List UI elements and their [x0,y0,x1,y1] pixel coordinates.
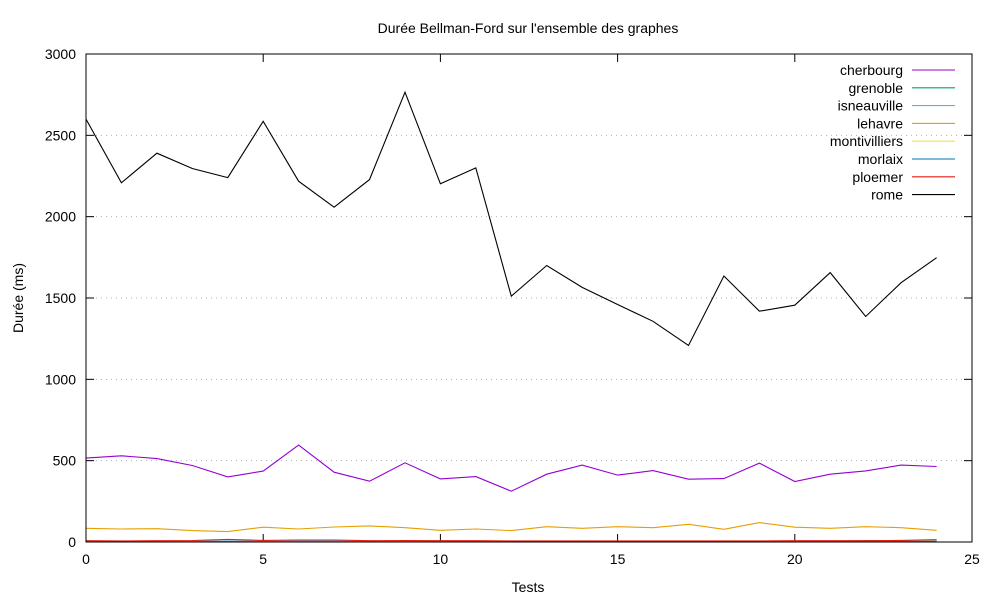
legend-label-isneauville: isneauville [838,98,904,114]
x-axis-ticks: 0 5 10 15 20 25 [82,54,980,567]
legend-label-ploemer: ploemer [852,169,903,185]
series-line-rome [86,92,937,345]
x-tick-label: 25 [964,551,980,567]
legend-label-lehavre: lehavre [857,115,903,131]
y-tick-label: 500 [53,453,77,469]
plot-series [86,92,937,542]
x-tick-label: 15 [610,551,626,567]
x-tick-label: 0 [82,551,90,567]
y-tick-label: 0 [68,534,76,550]
chart-title: Durée Bellman-Ford sur l'ensemble des gr… [378,20,679,36]
y-tick-label: 2000 [45,209,76,225]
legend-label-rome: rome [871,187,903,203]
legend-label-montivilliers: montivilliers [830,133,903,149]
x-tick-label: 10 [433,551,449,567]
y-axis-label: Durée (ms) [10,263,26,333]
legend-label-morlaix: morlaix [858,151,903,167]
y-tick-label: 3000 [45,46,76,62]
series-line-cherbourg [86,445,937,491]
x-tick-label: 20 [787,551,803,567]
y-tick-label: 1000 [45,371,76,387]
y-tick-label: 2500 [45,127,76,143]
x-tick-label: 5 [259,551,267,567]
grid-lines [86,135,972,460]
y-tick-label: 1500 [45,290,76,306]
legend-label-cherbourg: cherbourg [840,62,903,78]
series-line-lehavre [86,523,937,532]
legend-label-grenoble: grenoble [849,80,904,96]
x-axis-label: Tests [512,579,545,595]
plot-frame [86,54,972,542]
